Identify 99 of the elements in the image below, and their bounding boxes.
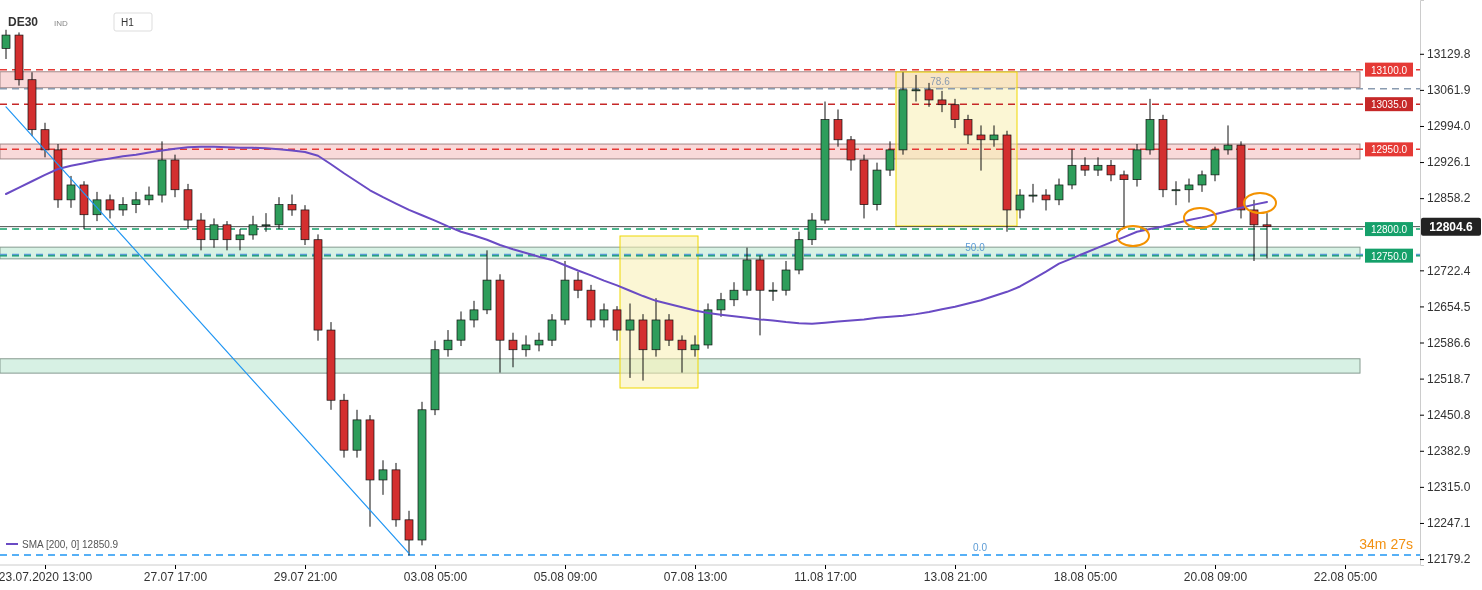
- candlestick: [378, 459, 388, 496]
- candlestick: [1041, 188, 1051, 211]
- candlestick: [287, 194, 297, 217]
- candlestick: [1093, 156, 1103, 177]
- candlestick: [846, 135, 856, 172]
- y-tick-label: 12382.9: [1427, 444, 1471, 459]
- ref-line-label: 12800.0: [1370, 224, 1408, 236]
- candlestick: [729, 281, 739, 307]
- candlestick: [508, 332, 518, 368]
- candlestick: [469, 300, 479, 328]
- candlestick: [1184, 178, 1194, 204]
- candlestick: [105, 194, 115, 219]
- candlestick: [1106, 159, 1116, 182]
- candlestick: [716, 292, 726, 318]
- candlestick: [625, 302, 635, 379]
- candlestick: [261, 212, 271, 233]
- candlestick: [989, 124, 999, 148]
- candlestick: [1054, 178, 1064, 206]
- candlestick: [664, 313, 674, 347]
- candlestick: [40, 122, 50, 158]
- candlestick: [443, 329, 453, 358]
- candlestick: [1119, 170, 1129, 230]
- candlestick: [612, 305, 622, 342]
- candlestick: [456, 310, 466, 347]
- annotation: 0.0: [973, 541, 988, 553]
- candlestick: [196, 212, 206, 251]
- x-tick-label: 23.07.2020 13:00: [0, 569, 93, 584]
- y-tick-label: 12315.0: [1427, 480, 1471, 495]
- candlestick: [248, 215, 258, 241]
- candlestick: [768, 281, 778, 302]
- candlestick: [937, 90, 947, 113]
- annotation: 34m 27s: [1359, 536, 1413, 552]
- ref-line-label: 12750.0: [1370, 250, 1408, 262]
- y-tick-label: 12926.1: [1427, 155, 1471, 170]
- candlestick: [1171, 180, 1181, 206]
- y-tick-label: 12586.6: [1427, 335, 1471, 350]
- candlestick: [1015, 188, 1025, 219]
- ref-line-label: 13035.0: [1370, 99, 1408, 111]
- y-tick-label: 12654.5: [1427, 299, 1471, 314]
- candlestick: [222, 220, 232, 251]
- candlestick: [963, 114, 973, 145]
- x-tick-label: 22.08 05:00: [1313, 569, 1378, 584]
- x-tick-label: 20.08 09:00: [1183, 569, 1248, 584]
- candlestick: [781, 260, 791, 297]
- candlestick: [118, 196, 128, 217]
- ref-line-label: 12950.0: [1370, 144, 1408, 156]
- annotation: 78.6: [930, 75, 951, 87]
- candlestick: [677, 334, 687, 374]
- candlestick: [66, 175, 76, 209]
- candlestick: [599, 302, 609, 328]
- y-tick-label: 13129.8: [1427, 47, 1471, 62]
- candlestick: [950, 98, 960, 129]
- x-tick-label: 05.08 09:00: [533, 569, 598, 584]
- candlestick: [885, 140, 895, 177]
- candlestick: [534, 332, 544, 352]
- candlestick: [547, 313, 557, 347]
- candlestick: [404, 510, 414, 556]
- candlestick: [1067, 148, 1077, 190]
- y-tick-label: 12247.1: [1427, 516, 1471, 531]
- x-tick-label: 29.07 21:00: [273, 569, 338, 584]
- candlestick: [235, 228, 245, 251]
- candlestick: [209, 217, 219, 249]
- y-tick-label: 12858.2: [1427, 191, 1471, 206]
- text: IND: [54, 19, 68, 28]
- candlestick: [1249, 199, 1259, 262]
- x-tick-label: 03.08 05:00: [403, 569, 468, 584]
- x-tick-label: 13.08 21:00: [923, 569, 988, 584]
- candlestick: [573, 271, 583, 299]
- candlestick: [131, 191, 141, 214]
- candlestick: [911, 74, 921, 103]
- candlestick: [833, 108, 843, 148]
- y-tick-label: 12450.8: [1427, 408, 1471, 423]
- ref-line-label: 12804.6: [1429, 219, 1474, 234]
- x-tick-label: 27.07 17:00: [143, 569, 208, 584]
- candlestick: [690, 334, 700, 358]
- candlestick: [1, 29, 11, 60]
- x-tick-label: 11.08 17:00: [794, 569, 858, 584]
- candlestick: [807, 212, 817, 246]
- x-tick-label: 18.08 05:00: [1053, 569, 1118, 584]
- candlestick: [1262, 212, 1272, 259]
- y-tick-label: 12722.4: [1427, 263, 1471, 278]
- text: DE30: [8, 15, 39, 29]
- candlestick: [1197, 170, 1207, 193]
- annotation: 50.0: [965, 241, 986, 253]
- y-tick-label: 12994.0: [1427, 119, 1471, 134]
- annotation: H1: [121, 17, 135, 28]
- candlestick: [1080, 156, 1090, 177]
- candlestick: [976, 124, 986, 172]
- legend-label: SMA [200, 0] 12850.9: [22, 539, 119, 550]
- y-tick-label: 12518.7: [1427, 371, 1471, 386]
- ref-line-label: 13100.0: [1370, 64, 1408, 76]
- candlestick: [1223, 124, 1233, 156]
- y-tick-label: 12179.2: [1427, 552, 1471, 567]
- y-tick-label: 13061.9: [1427, 83, 1471, 98]
- candlestick: [521, 334, 531, 358]
- x-tick-label: 07.08 13:00: [663, 569, 728, 584]
- candlestick: [274, 196, 284, 230]
- candlestick: [1028, 183, 1038, 204]
- candlestick: [144, 186, 154, 206]
